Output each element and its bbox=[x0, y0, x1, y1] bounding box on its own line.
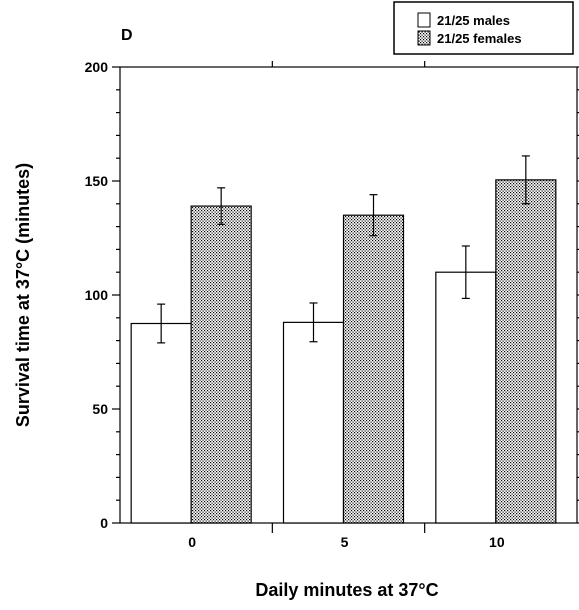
x-tick-label: 10 bbox=[489, 534, 505, 550]
y-axis: 0 50 100 150 200 bbox=[85, 59, 579, 531]
panel-label: D bbox=[121, 27, 133, 44]
bar-males bbox=[282, 321, 345, 524]
bar-females bbox=[495, 179, 557, 524]
bar-males bbox=[130, 322, 192, 524]
bars-layer bbox=[130, 155, 557, 524]
y-tick-label: 150 bbox=[85, 173, 109, 189]
legend-swatch-females bbox=[417, 30, 431, 46]
bar-females bbox=[342, 214, 405, 524]
legend-box bbox=[393, 1, 574, 55]
y-axis-title: Survival time at 37°C (minutes) bbox=[13, 163, 33, 427]
bar-females bbox=[190, 205, 252, 524]
x-tick-label: 0 bbox=[188, 534, 196, 550]
legend-label-males: 21/25 males bbox=[437, 13, 510, 28]
x-tick-label: 5 bbox=[341, 534, 349, 550]
x-axis-title: Daily minutes at 37°C bbox=[255, 580, 438, 600]
y-tick-label: 100 bbox=[85, 287, 109, 303]
legend-swatch-males bbox=[417, 12, 431, 28]
bar-males bbox=[435, 271, 497, 524]
x-axis: 0 5 10 bbox=[188, 61, 505, 550]
legend-label-females: 21/25 females bbox=[437, 31, 522, 46]
legend: 21/25 males 21/25 females bbox=[393, 1, 574, 55]
y-tick-label: 50 bbox=[92, 401, 108, 417]
y-tick-label: 200 bbox=[85, 59, 109, 75]
y-tick-label: 0 bbox=[100, 515, 108, 531]
